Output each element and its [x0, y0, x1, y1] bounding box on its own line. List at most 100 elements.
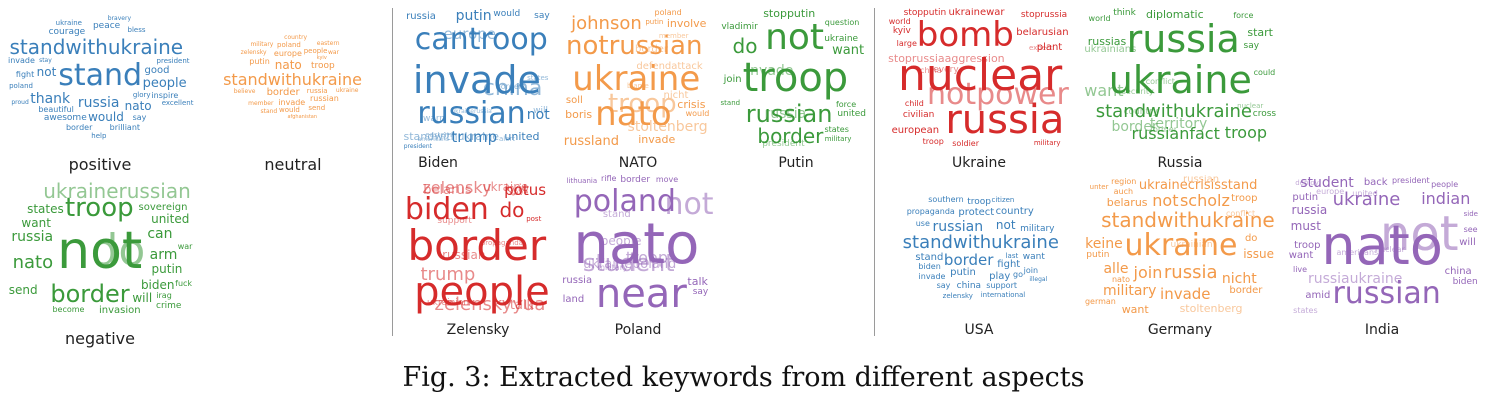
- cloud-word: believe: [233, 87, 256, 95]
- cloud-word: go: [1013, 269, 1024, 279]
- cloud-word: invade: [918, 272, 946, 282]
- word-cloud-ukraine: nuclear russia bomb notpower stoprussiaaggre…: [884, 8, 1074, 148]
- cloud-word: stand: [720, 98, 741, 107]
- cloud-word: stand: [602, 209, 631, 221]
- cloud-word: world: [1088, 14, 1111, 24]
- cloud-word: force: [835, 99, 857, 109]
- cloud-word: russia: [1291, 203, 1328, 218]
- cloud-word: scholz: [1179, 190, 1230, 210]
- cloud-word: european: [891, 125, 940, 137]
- cloud-word: last: [1005, 251, 1019, 260]
- cloud-word: not: [765, 16, 825, 58]
- cloud-word: ukrainewar: [948, 8, 1005, 19]
- cloud-word: live: [1292, 264, 1308, 274]
- cloud-word: standwithukraine: [902, 232, 1059, 254]
- cloud-word: russian: [932, 219, 984, 236]
- cloud-word: china: [920, 66, 942, 76]
- cloud-word: student: [582, 249, 675, 278]
- cloud-word: russia: [562, 274, 593, 286]
- cloud-word: people: [1431, 179, 1459, 189]
- word-cloud-poland: nato near poland not student troop ukrainepola…: [562, 175, 714, 317]
- cloud-word: ukraine: [572, 59, 701, 99]
- cloud-word: ukrainian: [427, 298, 470, 309]
- cloud-label-positive: positive: [68, 155, 132, 174]
- cloud-word: putin: [455, 8, 492, 24]
- cloud-word: irag: [156, 290, 172, 300]
- cloud-word: lithuania: [566, 176, 598, 185]
- cloud-word: say: [692, 286, 709, 297]
- cloud-word: europe: [443, 24, 497, 43]
- cloud-word: johnson: [571, 12, 642, 34]
- cloud-word: nato: [595, 94, 672, 135]
- cloud-word: conflict: [1145, 77, 1175, 87]
- cloud-word: good: [144, 64, 170, 76]
- cloud-word: border: [620, 175, 651, 186]
- cloud-word: russia: [11, 229, 54, 246]
- cloud-word: eastern: [425, 131, 452, 140]
- cloud-word: would: [493, 8, 521, 19]
- cloud-word: not: [36, 65, 57, 80]
- cloud-word: member: [248, 99, 274, 107]
- cloud-word: states: [824, 124, 849, 134]
- cloud-word: want: [1121, 302, 1149, 315]
- cloud-word: territory: [1149, 115, 1208, 132]
- cloud-word: ukraine: [335, 86, 359, 94]
- cloud-word: ukraine: [483, 179, 529, 194]
- cloud-word: force: [1233, 10, 1254, 20]
- cloud-word: unter: [1089, 183, 1109, 192]
- cloud-word: amid: [1305, 290, 1331, 302]
- cloud-word: standwithukraine: [9, 35, 184, 60]
- cloud-label-ukraine: Ukraine: [951, 155, 1007, 171]
- cloud-word: not: [1152, 191, 1179, 211]
- cloud-word: states: [527, 73, 549, 82]
- cloud-word: keine: [1085, 235, 1123, 252]
- cloud-word: standwithukraine: [223, 69, 362, 89]
- cloud-word: ukraine: [1124, 228, 1238, 264]
- cloud-word: german: [1084, 297, 1116, 307]
- cloud-word: say: [534, 10, 550, 21]
- cloud-word: fight: [997, 259, 1021, 271]
- cloud-label-india: India: [1364, 322, 1400, 338]
- cloud-word: want: [1084, 80, 1124, 100]
- cloud-word: involve: [666, 17, 707, 31]
- cloud-word: cross: [1252, 108, 1276, 119]
- cloud-word: people: [303, 47, 328, 56]
- cloud-word: military: [1020, 223, 1055, 234]
- cloud-word: biden: [140, 277, 175, 292]
- cloud-word: putin: [645, 18, 664, 27]
- cloud-word: russian: [745, 99, 833, 128]
- cloud-word: standwithukraine: [1095, 101, 1252, 123]
- cloud-word: large: [896, 38, 917, 48]
- cloud-word: zelensky: [240, 48, 267, 56]
- cloud-word: near: [595, 270, 687, 317]
- cloud-word: sovereign: [138, 201, 188, 213]
- cloud-word: trump: [420, 264, 476, 286]
- cloud-word: united: [504, 130, 540, 144]
- cloud-word: nuclear: [897, 50, 1063, 102]
- cloud-word: russian: [417, 96, 526, 132]
- cloud-word: cantroop: [414, 22, 548, 58]
- word-cloud-neutral: standwithukraine nato border troop europe rus…: [204, 8, 382, 148]
- cloud-word: join: [723, 73, 742, 85]
- cloud-word: back: [1363, 176, 1388, 188]
- cloud-word: europe: [1316, 186, 1345, 196]
- cloud-word: use: [915, 219, 930, 229]
- cloud-word: belarusian: [1016, 27, 1069, 38]
- cloud-word: border: [266, 86, 300, 98]
- word-cloud-germany: ukraine standwithukraine russia join not scho…: [1084, 175, 1276, 315]
- cloud-word: military: [597, 263, 628, 273]
- cloud-word: troop: [922, 136, 944, 146]
- cloud-word: stay: [39, 56, 52, 64]
- cloud-word: china: [956, 280, 982, 291]
- cloud-word: poland: [654, 8, 682, 18]
- cloud-word: alert: [499, 135, 516, 144]
- cloud-word: not: [664, 186, 714, 222]
- cloud-word: trump: [451, 127, 498, 146]
- cloud-word: poland: [277, 41, 301, 50]
- cloud-word: zelenskyyua: [434, 294, 546, 316]
- cloud-label-usa: USA: [964, 322, 994, 338]
- cloud-word: can: [147, 225, 173, 242]
- cloud-word: question: [824, 18, 860, 28]
- cloud-word: former: [1150, 125, 1178, 135]
- cloud-word: russia: [77, 94, 120, 111]
